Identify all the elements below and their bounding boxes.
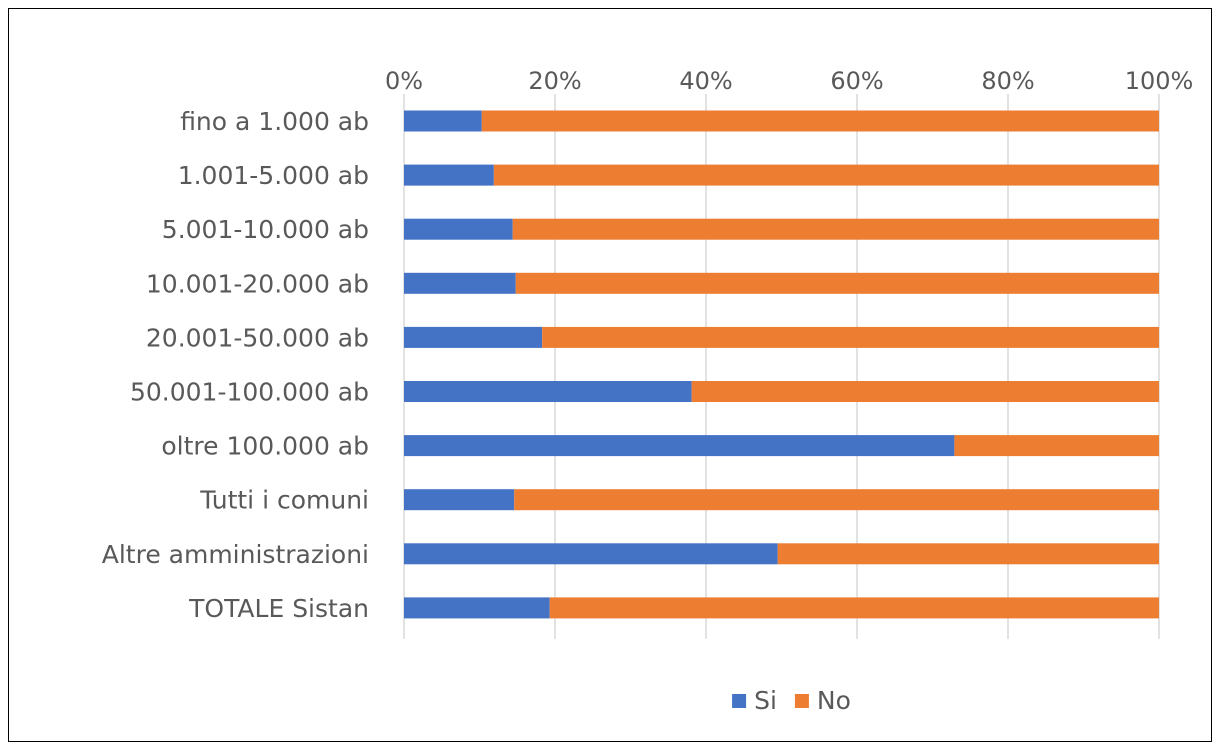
stacked-bar-chart: 0% 20% 40% 60% 80% 100% fino a 1.000 ab 1.001-… [102, 67, 1194, 715]
x-tick-label: 100% [1125, 67, 1194, 95]
bar-segment-no [512, 218, 1159, 240]
bars [404, 110, 1160, 619]
legend: Si No [732, 686, 851, 715]
x-axis-ticks: 0% 20% 40% 60% 80% 100% [385, 67, 1193, 95]
x-tick-label: 0% [385, 67, 423, 95]
bar-segment-si [404, 489, 515, 511]
bar-segment-si [404, 597, 550, 619]
category-label: 20.001-50.000 ab [146, 323, 369, 352]
bar-segment-no [691, 381, 1159, 402]
category-label: oltre 100.000 ab [161, 432, 369, 461]
legend-item: Si [732, 686, 777, 715]
bar-segment-no [481, 110, 1159, 132]
bar-segment-no [954, 435, 1159, 457]
category-label: 10.001-20.000 ab [146, 269, 369, 298]
category-label: Altre amministrazioni [102, 540, 369, 569]
x-tick-label: 60% [830, 67, 883, 95]
category-label: 1.001-5.000 ab [178, 161, 369, 190]
x-tick-label: 40% [679, 67, 732, 95]
bar-segment-si [404, 218, 513, 240]
chart-frame: 0% 20% 40% 60% 80% 100% fino a 1.000 ab 1.001-… [8, 8, 1212, 742]
category-label: 50.001-100.000 ab [130, 378, 369, 407]
bar-segment-si [404, 272, 516, 294]
legend-label: Si [754, 686, 777, 715]
bar-segment-si [404, 543, 778, 565]
bar-segment-no [514, 489, 1159, 511]
category-label: TOTALE Sistan [188, 594, 369, 623]
bar-segment-no [493, 164, 1160, 186]
category-label: 5.001-10.000 ab [162, 215, 369, 244]
x-tick-label: 20% [528, 67, 581, 95]
bar-segment-si [404, 326, 543, 348]
category-label: Tutti i comuni [199, 486, 369, 515]
bar-segment-no [549, 597, 1159, 619]
bar-segment-si [404, 164, 494, 186]
x-tick-label: 80% [981, 67, 1034, 95]
bar-segment-si [404, 381, 692, 402]
bar-segment-no [777, 543, 1159, 565]
bar-segment-no [515, 272, 1159, 294]
y-axis-categories: fino a 1.000 ab 1.001-5.000 ab 5.001-10.00… [102, 107, 369, 623]
bar-segment-si [404, 110, 482, 132]
legend-swatch [732, 694, 747, 708]
category-label: fino a 1.000 ab [180, 107, 369, 136]
bar-segment-no [542, 326, 1159, 348]
bar-segment-si [404, 435, 955, 457]
legend-label: No [817, 686, 851, 715]
legend-swatch [794, 694, 809, 708]
legend-item: No [794, 686, 851, 715]
